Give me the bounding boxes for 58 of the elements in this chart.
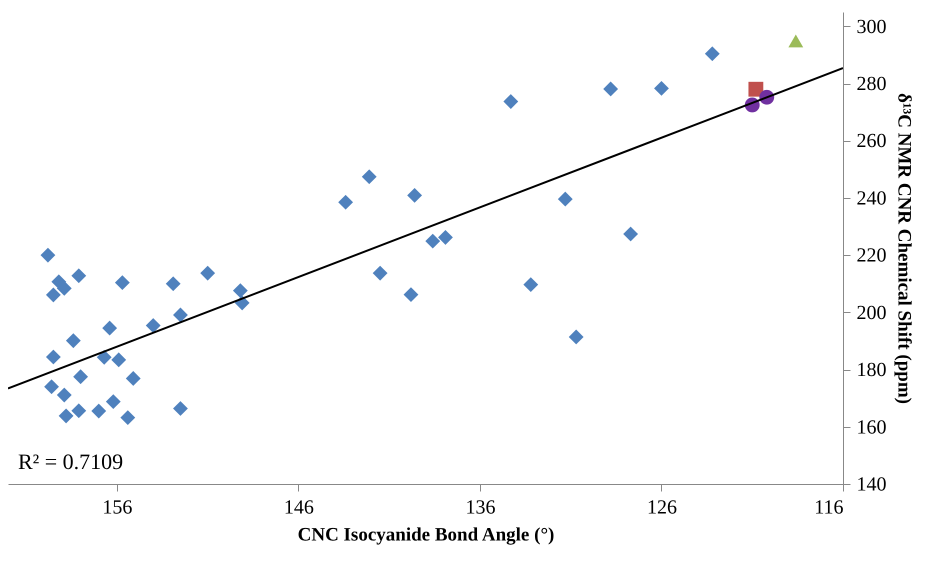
x-axis-title: CNC Isocyanide Bond Angle (°) xyxy=(298,524,554,546)
x-tick-label: 126 xyxy=(646,496,677,518)
point xyxy=(71,268,86,284)
point xyxy=(73,369,88,384)
point xyxy=(173,308,188,322)
y-tick-label: 240 xyxy=(856,187,886,210)
point xyxy=(425,234,440,249)
point xyxy=(404,287,418,302)
point xyxy=(173,401,188,416)
point xyxy=(44,379,59,394)
point xyxy=(40,248,56,263)
y-axis-title: δ¹³C NMR CNR Chemical Shift (ppm) xyxy=(894,93,914,404)
point xyxy=(166,276,181,292)
y-tick-label: 220 xyxy=(856,244,886,267)
point xyxy=(338,194,354,210)
x-tick-label: 116 xyxy=(814,496,844,518)
x-tick-label: 156 xyxy=(102,496,132,518)
y-tick-label: 140 xyxy=(856,474,886,496)
x-tick-label: 136 xyxy=(465,496,496,518)
y-tick-label: 300 xyxy=(856,16,886,38)
point xyxy=(523,277,538,292)
point xyxy=(654,80,669,96)
point xyxy=(71,403,86,418)
point xyxy=(58,408,74,424)
point xyxy=(704,46,720,62)
point xyxy=(126,371,141,386)
point xyxy=(46,288,61,302)
y-tick-label: 180 xyxy=(856,359,886,382)
point xyxy=(558,192,573,206)
point xyxy=(200,266,216,281)
point xyxy=(438,230,453,245)
point xyxy=(114,275,130,290)
y-tick-label: 200 xyxy=(856,302,886,324)
point xyxy=(111,352,126,368)
point xyxy=(102,320,118,336)
point xyxy=(372,266,388,281)
x-tick-label: 146 xyxy=(284,496,314,518)
point xyxy=(106,394,121,410)
point xyxy=(503,94,518,109)
point xyxy=(623,226,638,242)
point xyxy=(56,280,72,296)
point xyxy=(91,404,106,418)
y-tick-label: 160 xyxy=(856,416,886,438)
point xyxy=(603,82,618,96)
point xyxy=(146,318,161,333)
point xyxy=(46,350,61,364)
y-tick-label: 280 xyxy=(856,73,886,96)
point xyxy=(232,283,248,298)
point xyxy=(56,388,72,402)
point xyxy=(120,410,136,426)
point xyxy=(407,188,422,203)
annotation: R² = 0.7109 xyxy=(18,449,124,474)
point xyxy=(788,34,804,48)
point xyxy=(568,330,584,344)
point xyxy=(362,169,377,184)
y-tick-label: 260 xyxy=(856,130,886,152)
point xyxy=(748,82,764,97)
point xyxy=(66,333,81,348)
